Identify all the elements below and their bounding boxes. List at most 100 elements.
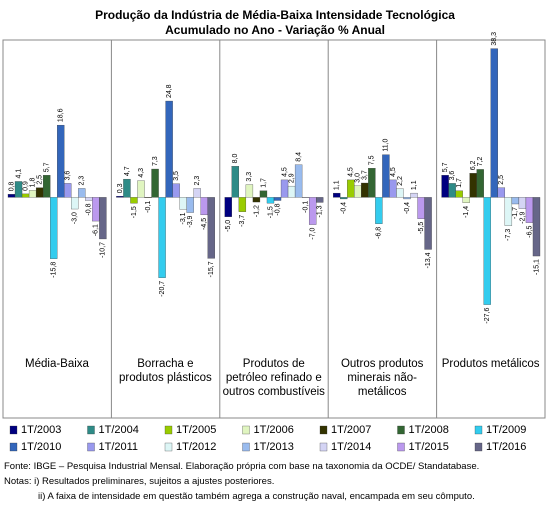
value-label: -5,5 [418,222,425,234]
legend-label: 1T/2012 [176,441,216,453]
legend-label: 1T/2003 [21,424,61,436]
bar [462,197,470,203]
bar [123,178,131,198]
legend-swatch [397,442,405,452]
value-label: 4,5 [390,167,397,177]
value-label: -5,0 [225,220,232,232]
value-label: -15,7 [208,261,215,277]
bar [259,190,268,198]
bar [368,168,376,198]
legend-swatch [9,425,18,435]
bar [186,197,194,213]
x-tick-label: Produtos metálicos [441,358,540,370]
value-label: -2,9 [519,212,526,224]
plot-frame [2,39,546,419]
bar [165,100,173,198]
legend-label: 1T/2005 [176,424,216,436]
value-label: 38,3 [491,32,498,46]
value-label: 8,4 [295,152,302,162]
value-label: -7,3 [505,229,512,241]
bar [532,197,541,257]
bar [389,179,397,198]
legend-label: 1T/2009 [486,424,526,436]
value-label: 2,3 [79,176,86,186]
bar [448,183,456,198]
legend-label: 1T/2016 [486,441,526,453]
bar [410,192,418,198]
value-label: 1,1 [334,180,341,190]
value-label: -1,7 [512,207,519,219]
bar [116,196,124,198]
value-label: 7,5 [369,155,376,165]
bar [280,179,289,198]
x-tick-label: Borracha e produtos plásticos [119,358,212,384]
bar [78,188,86,198]
value-label: 4,5 [281,167,288,177]
value-label: -15,1 [533,259,540,275]
legend-swatch [397,425,405,435]
bar [224,197,232,217]
value-label: 1,1 [411,180,418,190]
legend-label: 1T/2004 [99,424,139,436]
legend-label: 1T/2006 [254,424,294,436]
bar [525,197,534,223]
value-label: 7,3 [152,156,159,166]
bar [28,190,37,198]
value-label: -1,5 [131,206,138,218]
value-label: -1,2 [253,205,260,217]
value-label: 3,5 [173,171,180,181]
value-label: 8,0 [232,153,239,163]
bar [511,197,520,205]
x-tick-label: Outros produtos minerais não-metálicos [340,358,424,398]
value-label: 2,5 [36,175,43,185]
value-label: 5,7 [44,162,51,172]
bar [137,180,145,198]
value-label: 0,9 [22,181,29,191]
value-label: -13,4 [425,252,432,268]
bar [361,182,369,198]
value-label: 3,3 [246,172,253,182]
value-label: 5,7 [442,162,449,172]
bar [179,197,187,210]
bar [207,197,215,259]
bar [396,188,404,198]
value-label: -1,4 [463,206,470,218]
bar [21,193,30,198]
value-label: 3,6 [65,171,72,181]
value-label: -1,3 [317,205,324,217]
bar [266,197,275,204]
bar [158,197,166,278]
value-label: -4,5 [201,218,208,230]
bar [252,197,261,203]
value-label: 4,5 [348,167,355,177]
value-label: -6,8 [376,227,383,239]
bar [497,187,506,198]
bar [403,197,411,200]
value-label: 1,8 [29,178,36,188]
bar [57,124,65,198]
bar [441,175,449,198]
bar [92,197,100,222]
footnote: Fonte: IBGE – Pesquisa Industrial Mensal… [4,461,480,472]
value-label: -1,5 [267,206,274,218]
legend-swatch [164,425,173,435]
value-label: -3,1 [180,212,187,224]
bar [130,197,138,204]
value-label: 4,7 [124,166,131,176]
bar [200,197,208,216]
value-label: -20,7 [159,281,166,297]
bar [424,197,432,250]
footnote: Notas: i) Resultados preliminares, sujei… [4,476,275,487]
bar [518,197,527,209]
value-label: 7,2 [477,157,484,167]
bar [455,190,463,198]
legend-label: 1T/2013 [254,441,294,453]
bar [99,197,107,240]
x-tick-label: Produtos de petróleo refinado e outros c… [222,358,325,398]
bar [469,173,477,198]
bar [476,169,484,198]
bar [354,185,362,198]
bar [231,166,240,198]
value-label: 18,6 [58,108,65,122]
